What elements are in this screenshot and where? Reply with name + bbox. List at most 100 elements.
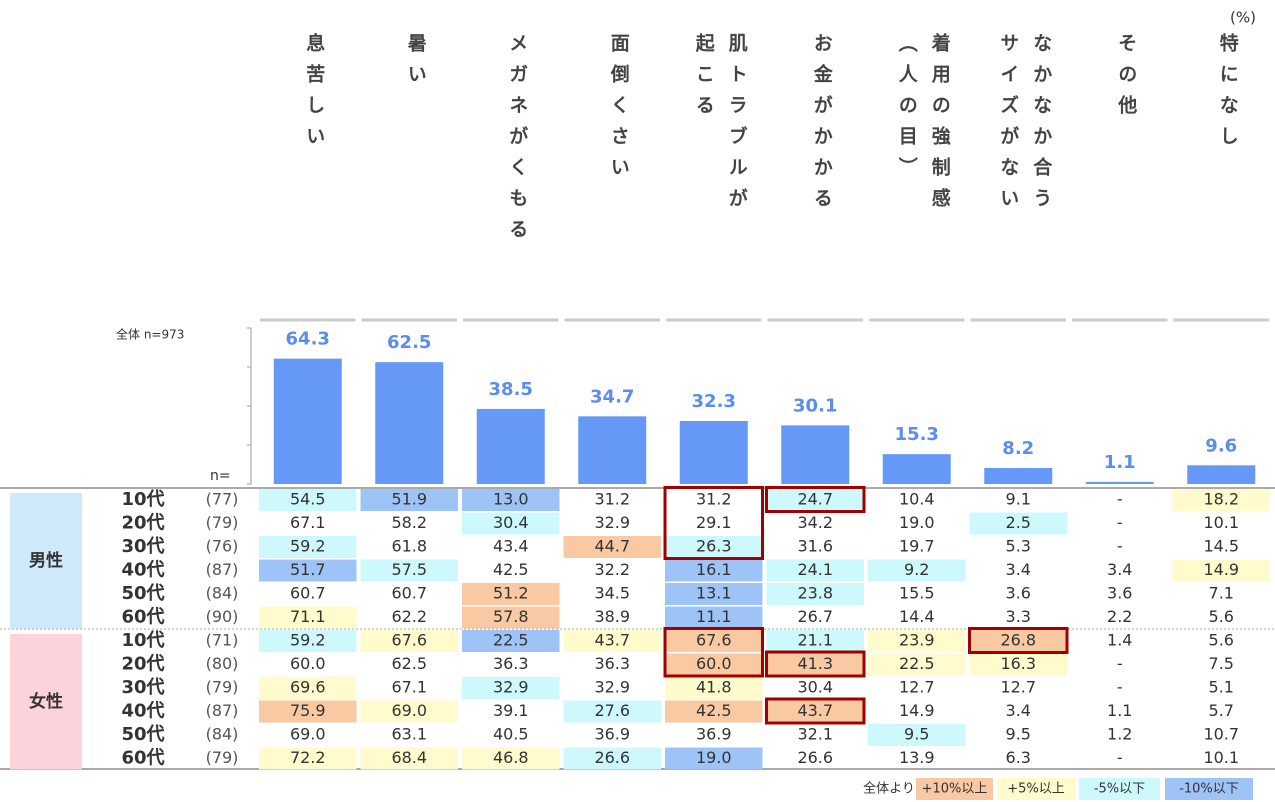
- cell-value: 1.2: [1107, 725, 1132, 744]
- cell-value: 5.6: [1209, 631, 1234, 650]
- cell-value: -: [1117, 513, 1123, 532]
- cell-value: 14.9: [899, 701, 935, 720]
- cell-value: 34.5: [594, 584, 630, 603]
- cell-shade: [868, 724, 966, 746]
- age-label: 20代: [121, 513, 164, 534]
- age-label: 60代: [121, 607, 164, 628]
- cell-value: 60.0: [290, 654, 326, 673]
- cell-shade: [665, 653, 763, 676]
- cell-value: 69.6: [290, 678, 326, 697]
- cell-value: 62.2: [391, 607, 427, 626]
- cell-value: 31.2: [696, 490, 732, 509]
- bar-value-label: 1.1: [1104, 452, 1136, 473]
- cell-shade: [868, 559, 966, 582]
- cell-value: 10.1: [1203, 513, 1239, 532]
- cell-value: 60.0: [696, 654, 732, 673]
- n-value: (87): [206, 560, 239, 579]
- n-value: (79): [206, 513, 239, 532]
- legend-label: +10%以上: [922, 782, 988, 797]
- n-value: (87): [206, 701, 239, 720]
- cell-shade: [665, 700, 763, 723]
- cell-shade: [766, 653, 864, 676]
- cell-value: 26.7: [797, 607, 833, 626]
- cell-value: 68.4: [391, 748, 427, 767]
- cell-shade: [766, 583, 864, 605]
- cell-value: 1.1: [1107, 701, 1132, 720]
- cell-value: 30.4: [493, 513, 529, 532]
- cell-value: 5.3: [1006, 537, 1031, 556]
- cell-value: 60.7: [290, 584, 326, 603]
- bar: [781, 425, 850, 484]
- bar-value-label: 15.3: [895, 424, 939, 445]
- cell-value: 75.9: [290, 701, 326, 720]
- cell-value: 26.8: [1000, 631, 1036, 650]
- bar: [375, 362, 444, 484]
- bar: [984, 468, 1053, 484]
- cell-value: 5.6: [1209, 607, 1234, 626]
- cell-value: 26.6: [594, 748, 630, 767]
- cell-shade: [259, 606, 357, 629]
- group-box: [10, 493, 82, 629]
- n-value: (79): [206, 678, 239, 697]
- cell-value: 69.0: [391, 701, 427, 720]
- cell-value: 69.0: [290, 725, 326, 744]
- cell-value: 36.3: [594, 654, 630, 673]
- cell-shade: [462, 747, 560, 770]
- cell-value: -: [1117, 678, 1123, 697]
- cell-shade: [259, 700, 357, 723]
- cell-value: 59.2: [290, 537, 326, 556]
- cell-shade: [259, 489, 357, 511]
- cell-shade: [766, 489, 864, 511]
- cell-value: 41.3: [797, 654, 833, 673]
- cell-shade: [259, 677, 357, 699]
- cell-value: 5.1: [1209, 678, 1234, 697]
- cell-value: 27.6: [594, 701, 630, 720]
- cell-shade: [259, 630, 357, 652]
- cell-value: 15.5: [899, 584, 935, 603]
- cell-value: 71.1: [290, 607, 326, 626]
- cell-value: 32.9: [493, 678, 529, 697]
- cell-shade: [1172, 489, 1270, 511]
- cell-value: 26.3: [696, 537, 732, 556]
- cell-shade: [259, 536, 357, 558]
- cell-shade: [665, 677, 763, 699]
- cell-shade: [462, 489, 560, 511]
- cell-value: 32.1: [797, 725, 833, 744]
- cell-shade: [969, 653, 1067, 676]
- cell-value: 60.7: [391, 584, 427, 603]
- bar-value-label: 64.3: [286, 329, 330, 350]
- column-header: なかなか合うサイズがない: [997, 33, 1053, 219]
- bar-value-label: 38.5: [489, 379, 533, 400]
- bar: [1187, 465, 1256, 484]
- cell-value: 9.5: [904, 725, 929, 744]
- cell-value: 1.4: [1107, 631, 1132, 650]
- cell-value: 5.7: [1209, 701, 1234, 720]
- n-value: (71): [206, 631, 239, 650]
- cell-value: 40.5: [493, 725, 529, 744]
- n-value: (84): [206, 725, 239, 744]
- cell-value: 23.9: [899, 631, 935, 650]
- cell-shade: [360, 489, 458, 511]
- cell-value: 51.7: [290, 560, 326, 579]
- cell-value: 3.4: [1006, 701, 1031, 720]
- cell-shade: [259, 747, 357, 770]
- cell-value: 10.1: [1203, 748, 1239, 767]
- age-label: 60代: [121, 748, 164, 769]
- bar: [476, 408, 545, 484]
- cell-value: 62.5: [391, 654, 427, 673]
- bar-value-label: 9.6: [1205, 435, 1237, 456]
- emphasis-box: [765, 697, 866, 725]
- cell-shade: [462, 630, 560, 652]
- cell-value: 32.9: [594, 678, 630, 697]
- cell-value: 3.4: [1006, 560, 1031, 579]
- legend-prefix: 全体より: [863, 781, 915, 797]
- cell-value: 12.7: [1000, 678, 1036, 697]
- cell-shade: [969, 512, 1067, 535]
- cell-shade: [766, 630, 864, 652]
- cell-value: 54.5: [290, 490, 326, 509]
- cell-value: 13.0: [493, 490, 529, 509]
- cell-value: 67.6: [696, 631, 732, 650]
- cell-value: 41.8: [696, 678, 732, 697]
- cell-shade: [360, 630, 458, 652]
